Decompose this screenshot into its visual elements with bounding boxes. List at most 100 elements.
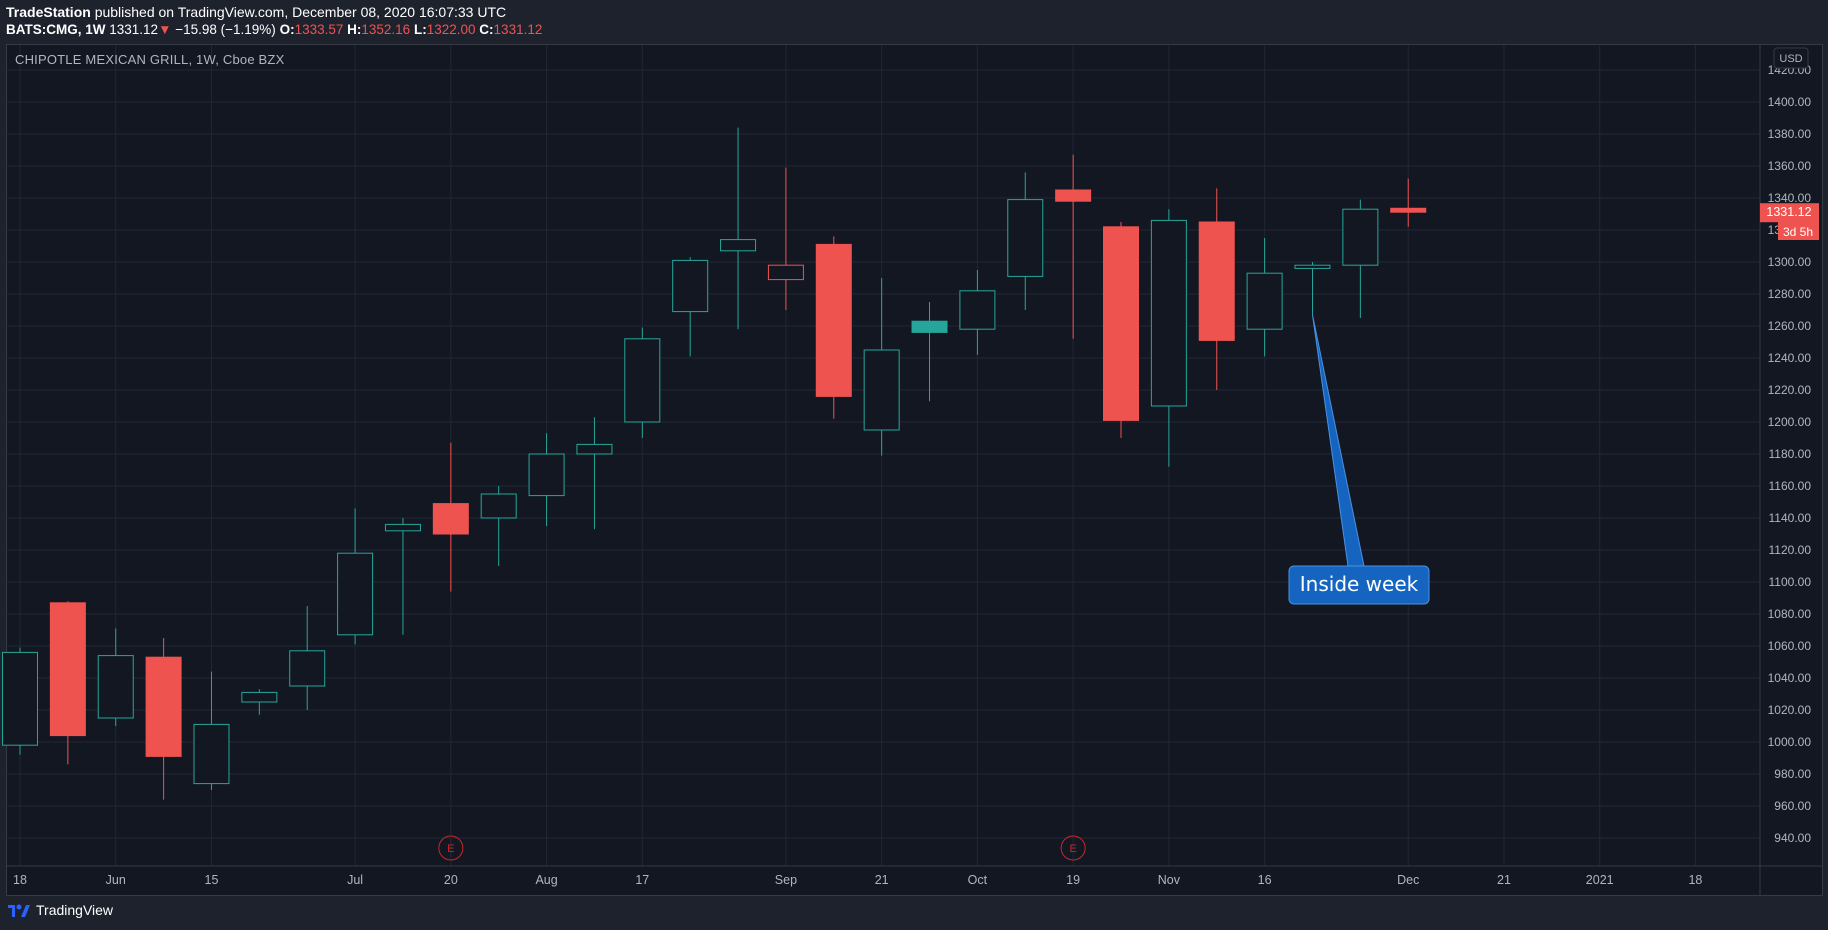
- y-axis-ticks: 940.00 960.00 980.00 1000.00 1020.00 1040.00 1…: [1768, 63, 1812, 845]
- down-arrow-icon: ▼: [158, 22, 172, 37]
- x-tick-label: 19: [1066, 873, 1080, 887]
- y-tick-label: 980.00: [1774, 767, 1811, 781]
- y-tick-label: 960.00: [1774, 799, 1811, 813]
- ohlc-line: BATS:CMG, 1W 1331.12▼ −15.98 (−1.19%) O:…: [6, 22, 542, 37]
- svg-text:1331.12: 1331.12: [1766, 205, 1811, 219]
- y-tick-label: 1360.00: [1768, 159, 1812, 173]
- candle-body: [289, 650, 326, 687]
- candle-body: [1150, 219, 1187, 407]
- open-value: 1333.57: [294, 22, 344, 37]
- chart-title: CHIPOTLE MEXICAN GRILL, 1W, Cboe BZX: [15, 52, 285, 67]
- candle-body: [576, 443, 613, 455]
- candle-body: [480, 493, 517, 519]
- candle-body: [1198, 221, 1235, 341]
- callout-box: [1288, 565, 1430, 605]
- y-tick-label: 1120.00: [1769, 543, 1812, 557]
- earnings-marker-icon: [1060, 835, 1086, 861]
- axis-separators: [7, 45, 1822, 895]
- open-label: O:: [279, 22, 295, 37]
- chart-pane[interactable]: [6, 44, 1823, 896]
- y-tick-label: 1400.00: [1768, 95, 1812, 109]
- close-label: C:: [479, 22, 494, 37]
- candle-body: [911, 320, 948, 333]
- high-label: H:: [347, 22, 362, 37]
- x-tick-label: 17: [635, 873, 649, 887]
- candle-body: [720, 239, 757, 252]
- close-value: 1331.12: [493, 22, 543, 37]
- y-tick-label: 1160.00: [1769, 479, 1812, 493]
- high-value: 1352.16: [361, 22, 411, 37]
- y-tick-label: 1000.00: [1768, 735, 1812, 749]
- publish-header: TradeStation published on TradingView.co…: [0, 0, 1828, 44]
- y-tick-label: 1180.00: [1769, 447, 1812, 461]
- x-tick-label: 20: [444, 873, 458, 887]
- low-value: 1322.00: [426, 22, 476, 37]
- x-tick-label: 2021: [1586, 873, 1614, 887]
- candle-body: [49, 602, 86, 737]
- x-tick-label: 18: [1688, 873, 1702, 887]
- candle-bodies: [2, 189, 1427, 785]
- last-price: 1331.12: [109, 22, 159, 37]
- symbol-label: BATS:CMG, 1W: [6, 22, 106, 37]
- y-tick-label: 1060.00: [1768, 639, 1812, 653]
- y-tick-label: 1380.00: [1768, 127, 1812, 141]
- candle-body: [767, 264, 804, 281]
- y-tick-label: 1080.00: [1768, 607, 1812, 621]
- earnings-marker-icon: [438, 835, 464, 861]
- footer-bar: [0, 896, 1828, 930]
- candle-body: [97, 655, 134, 719]
- candle-body: [384, 523, 421, 532]
- x-tick-label: 21: [1497, 873, 1511, 887]
- low-label: L:: [413, 22, 427, 37]
- candle-body: [241, 691, 278, 703]
- y-tick-label: 1200.00: [1768, 415, 1812, 429]
- countdown-label: 3d 5h: [1778, 222, 1819, 240]
- candle-body: [1103, 226, 1140, 421]
- candle-body: [624, 338, 661, 423]
- candle-body: [337, 552, 374, 636]
- y-tick-label: 1040.00: [1768, 671, 1812, 685]
- candle-body: [432, 503, 469, 535]
- candle-body: [672, 259, 709, 313]
- publisher-name[interactable]: TradeStation: [6, 4, 91, 20]
- y-tick-label: 1280.00: [1768, 287, 1812, 301]
- tradingview-logo[interactable]: TradingView: [8, 902, 113, 918]
- x-tick-label: 21: [875, 873, 889, 887]
- y-tick-label: 1020.00: [1768, 703, 1812, 717]
- candle-body: [2, 651, 38, 746]
- candle-body: [1390, 207, 1427, 213]
- currency-badge[interactable]: USD: [1773, 47, 1809, 69]
- y-tick-label: 1260.00: [1768, 319, 1812, 333]
- candle-body: [1246, 272, 1283, 330]
- x-tick-label: Nov: [1158, 873, 1181, 887]
- publish-line: TradeStation published on TradingView.co…: [6, 4, 506, 20]
- svg-text:3d 5h: 3d 5h: [1783, 225, 1813, 239]
- candle-body: [1007, 199, 1044, 277]
- x-tick-label: Jun: [106, 873, 126, 887]
- y-tick-label: 1140.00: [1769, 511, 1812, 525]
- x-tick-label: 16: [1258, 873, 1272, 887]
- earnings-marker-label: E: [447, 843, 454, 855]
- change-value: −15.98 (−1.19%): [175, 22, 276, 37]
- svg-text:USD: USD: [1779, 53, 1802, 65]
- y-tick-label: 1220.00: [1768, 383, 1812, 397]
- candle-body: [193, 723, 230, 785]
- y-tick-label: 1100.00: [1769, 575, 1812, 589]
- candle-body: [528, 453, 565, 497]
- inside-week-callout[interactable]: Inside week: [1288, 314, 1430, 605]
- candle-body: [959, 290, 996, 330]
- candle-body: [863, 349, 900, 431]
- earnings-marker-label: E: [1069, 843, 1076, 855]
- x-tick-label: 18: [13, 873, 27, 887]
- x-tick-label: 15: [205, 873, 219, 887]
- candle-body: [1294, 264, 1331, 269]
- grid-lines: [7, 45, 1760, 866]
- y-tick-label: 1300.00: [1768, 255, 1812, 269]
- x-tick-label: Dec: [1397, 873, 1419, 887]
- callout-pointer: [1311, 314, 1365, 567]
- last-price-label: 1331.12: [1760, 203, 1819, 223]
- candle-body: [1055, 189, 1092, 202]
- callout-text: Inside week: [1300, 572, 1419, 596]
